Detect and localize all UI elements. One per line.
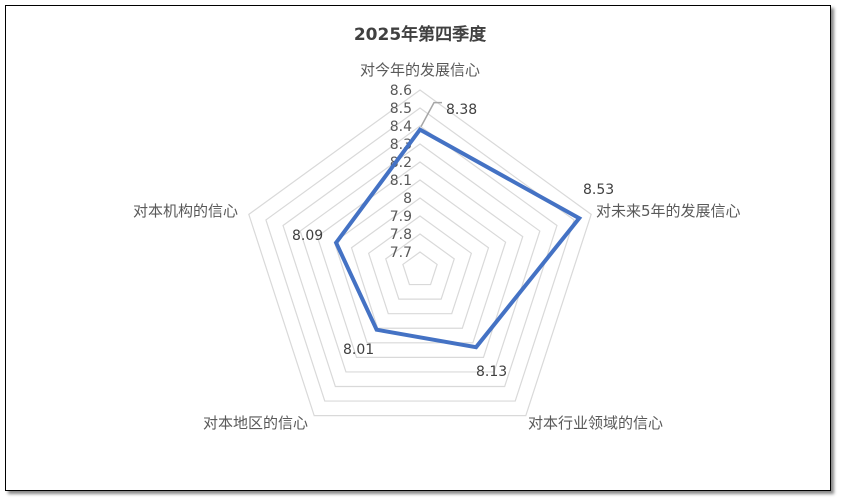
grid-ring — [402, 251, 438, 286]
radial-tick-label: 8.6 — [390, 83, 412, 99]
grid-ring — [299, 143, 541, 373]
category-label: 对未来5年的发展信心 — [596, 202, 741, 220]
chart-area — [5, 5, 831, 491]
category-label: 对本机构的信心 — [133, 202, 238, 220]
data-label: 8.38 — [446, 102, 477, 118]
data-label: 8.01 — [343, 342, 374, 358]
series-line — [333, 126, 583, 350]
radial-tick-label: 8.5 — [390, 101, 412, 117]
radial-tick-label: 7.8 — [390, 227, 412, 243]
grid-ring — [316, 161, 524, 358]
category-label: 对今年的发展信心 — [360, 61, 480, 79]
leader-line — [420, 101, 442, 127]
radial-tick-label: 7.9 — [390, 209, 412, 225]
chart-title: 2025年第四季度 — [354, 24, 487, 45]
grid-ring — [350, 197, 490, 329]
category-label: 对本行业领域的信心 — [528, 414, 663, 432]
data-label: 8.53 — [583, 182, 614, 198]
radial-tick-label: 8 — [403, 191, 412, 207]
grid-ring — [282, 125, 558, 388]
category-label: 对本地区的信心 — [203, 414, 308, 432]
grid-ring — [333, 179, 507, 344]
radial-tick-label: 8.1 — [390, 173, 412, 189]
data-label: 8.09 — [292, 228, 323, 244]
grid-ring — [385, 233, 455, 300]
radial-tick-label: 8.4 — [390, 119, 412, 135]
grid-ring — [248, 89, 592, 417]
grid-ring — [367, 215, 473, 315]
radial-tick-label: 7.7 — [390, 245, 412, 261]
data-label: 8.13 — [476, 364, 507, 380]
radial-tick-label: 8.2 — [390, 155, 412, 171]
